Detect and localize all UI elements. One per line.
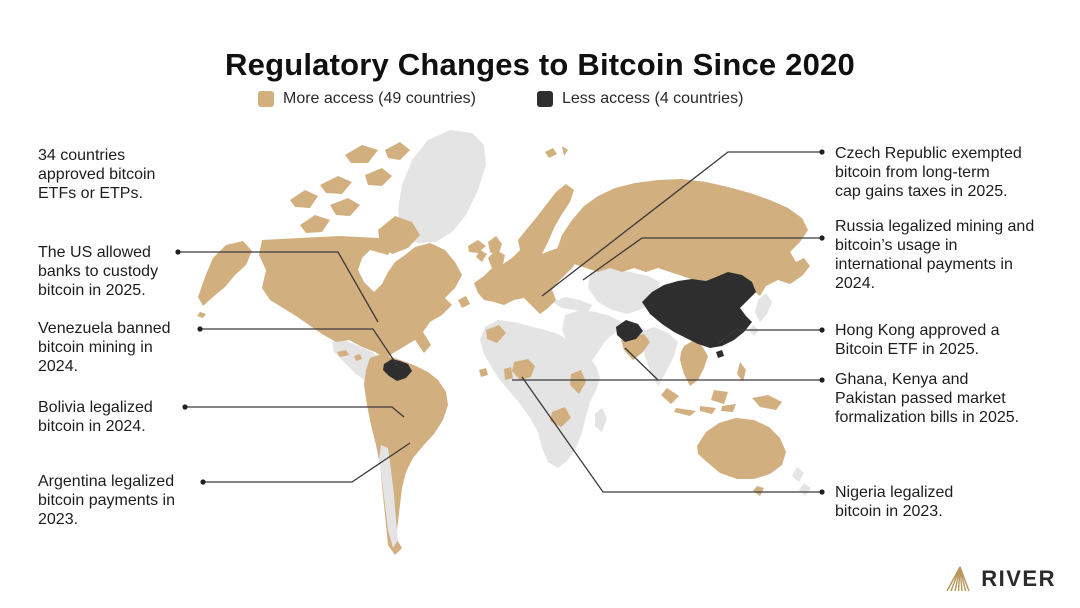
river-logo-text: RIVER bbox=[981, 566, 1056, 591]
leader-argentina bbox=[203, 442, 411, 483]
leader-pakistan-branch bbox=[624, 347, 659, 381]
leader-bolivia bbox=[185, 406, 405, 418]
region-new-guinea bbox=[752, 395, 782, 410]
country-afghanistan bbox=[616, 320, 643, 342]
more-access-countries bbox=[197, 142, 810, 555]
region-europe bbox=[474, 184, 578, 314]
legend-less-access: Less access (4 countries) bbox=[537, 90, 743, 108]
neutral-overlays bbox=[379, 445, 398, 548]
less-access-countries bbox=[383, 272, 756, 381]
region-north-america bbox=[259, 236, 462, 358]
country-philippines bbox=[737, 362, 746, 382]
country-china bbox=[642, 272, 756, 348]
country-venezuela bbox=[383, 359, 412, 381]
annotation-argentina: Argentina legalized bitcoin payments in … bbox=[38, 473, 175, 528]
river-logo: RIVER bbox=[944, 564, 1056, 594]
country-japan bbox=[755, 293, 772, 322]
region-africa bbox=[480, 320, 600, 468]
leader-us bbox=[178, 251, 379, 323]
annotation-venezuela: Venezuela banned bitcoin mining in 2024. bbox=[38, 320, 171, 375]
country-turkey bbox=[552, 297, 592, 312]
leader-hongkong bbox=[718, 329, 822, 344]
country-australia bbox=[697, 418, 786, 479]
less-access-swatch bbox=[537, 91, 553, 107]
annotation-nigeria: Nigeria legalized bitcoin in 2023. bbox=[835, 484, 954, 520]
country-ireland bbox=[476, 250, 487, 262]
country-greenland bbox=[398, 130, 486, 243]
leader-nigeria bbox=[521, 376, 822, 493]
country-nigeria bbox=[512, 359, 535, 380]
leader-lines bbox=[178, 151, 822, 493]
less-access-label: Less access (4 countries) bbox=[562, 90, 744, 107]
more-access-label: More access (49 countries) bbox=[283, 90, 476, 107]
page-title: Regulatory Changes to Bitcoin Since 2020 bbox=[225, 46, 855, 82]
annotation-russia: Russia legalized mining and bitcoin’s us… bbox=[835, 218, 1035, 292]
region-indochina bbox=[680, 340, 708, 386]
region-alaska bbox=[198, 241, 252, 306]
annotation-etfs: 34 countries approved bitcoin ETFs or ET… bbox=[38, 147, 156, 202]
annotation-bolivia: Bolivia legalized bitcoin in 2024. bbox=[38, 399, 153, 435]
more-access-swatch bbox=[258, 91, 274, 107]
country-morocco bbox=[486, 325, 506, 343]
region-southern-africa bbox=[550, 407, 571, 427]
annotation-ghana: Ghana, Kenya and Pakistan passed market … bbox=[835, 371, 1020, 426]
region-south-america bbox=[364, 354, 448, 555]
leader-czech bbox=[541, 151, 822, 297]
country-new-zealand bbox=[792, 467, 804, 482]
river-logo-icon bbox=[946, 566, 970, 592]
annotation-hongkong: Hong Kong approved a Bitcoin ETF in 2025… bbox=[835, 322, 1000, 358]
country-iceland bbox=[468, 240, 486, 253]
country-madagascar bbox=[595, 408, 607, 432]
region-central-asia bbox=[588, 268, 660, 314]
leader-venezuela bbox=[200, 328, 400, 369]
legend-more-access: More access (49 countries) bbox=[258, 90, 476, 108]
country-india bbox=[640, 327, 678, 386]
callout-dots bbox=[175, 149, 825, 495]
country-chile bbox=[379, 445, 398, 548]
annotation-czech: Czech Republic exempted bitcoin from lon… bbox=[835, 145, 1022, 200]
country-kenya bbox=[570, 370, 586, 394]
country-uk bbox=[488, 236, 502, 256]
region-baffin bbox=[378, 216, 420, 254]
annotation-us: The US allowed banks to custody bitcoin … bbox=[38, 244, 159, 299]
country-ghana bbox=[504, 367, 513, 380]
region-middle-east bbox=[562, 310, 622, 370]
leader-russia bbox=[582, 237, 822, 281]
